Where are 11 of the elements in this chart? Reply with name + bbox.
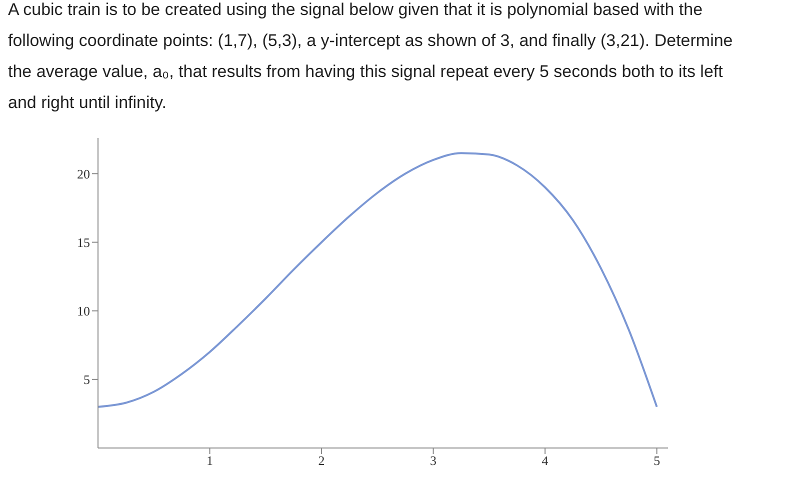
x-tick-label: 3 xyxy=(430,453,437,468)
y-tick-label: 20 xyxy=(77,166,90,182)
chart-title: A cubic train is to be created using the signal below given that it is polynomial based with the following coordinate points: (1,7), (5,3), a y-intercept as shown of 3, and finally (3,21). Determine the average value, a₀, that results from having this signal repeat every 5 seconds both to its left and right until infinity. xyxy=(8,0,734,114)
x-tick-label: 5 xyxy=(654,453,660,468)
line-series xyxy=(98,152,658,408)
x-tick-label: 4 xyxy=(542,453,549,468)
x-tick-label: 1 xyxy=(206,453,214,468)
y-tick-label: 5 xyxy=(84,372,90,388)
x-tick-label: 2 xyxy=(318,453,325,468)
y-tick-label: 10 xyxy=(77,303,90,318)
y-tick-label: 15 xyxy=(77,234,90,250)
